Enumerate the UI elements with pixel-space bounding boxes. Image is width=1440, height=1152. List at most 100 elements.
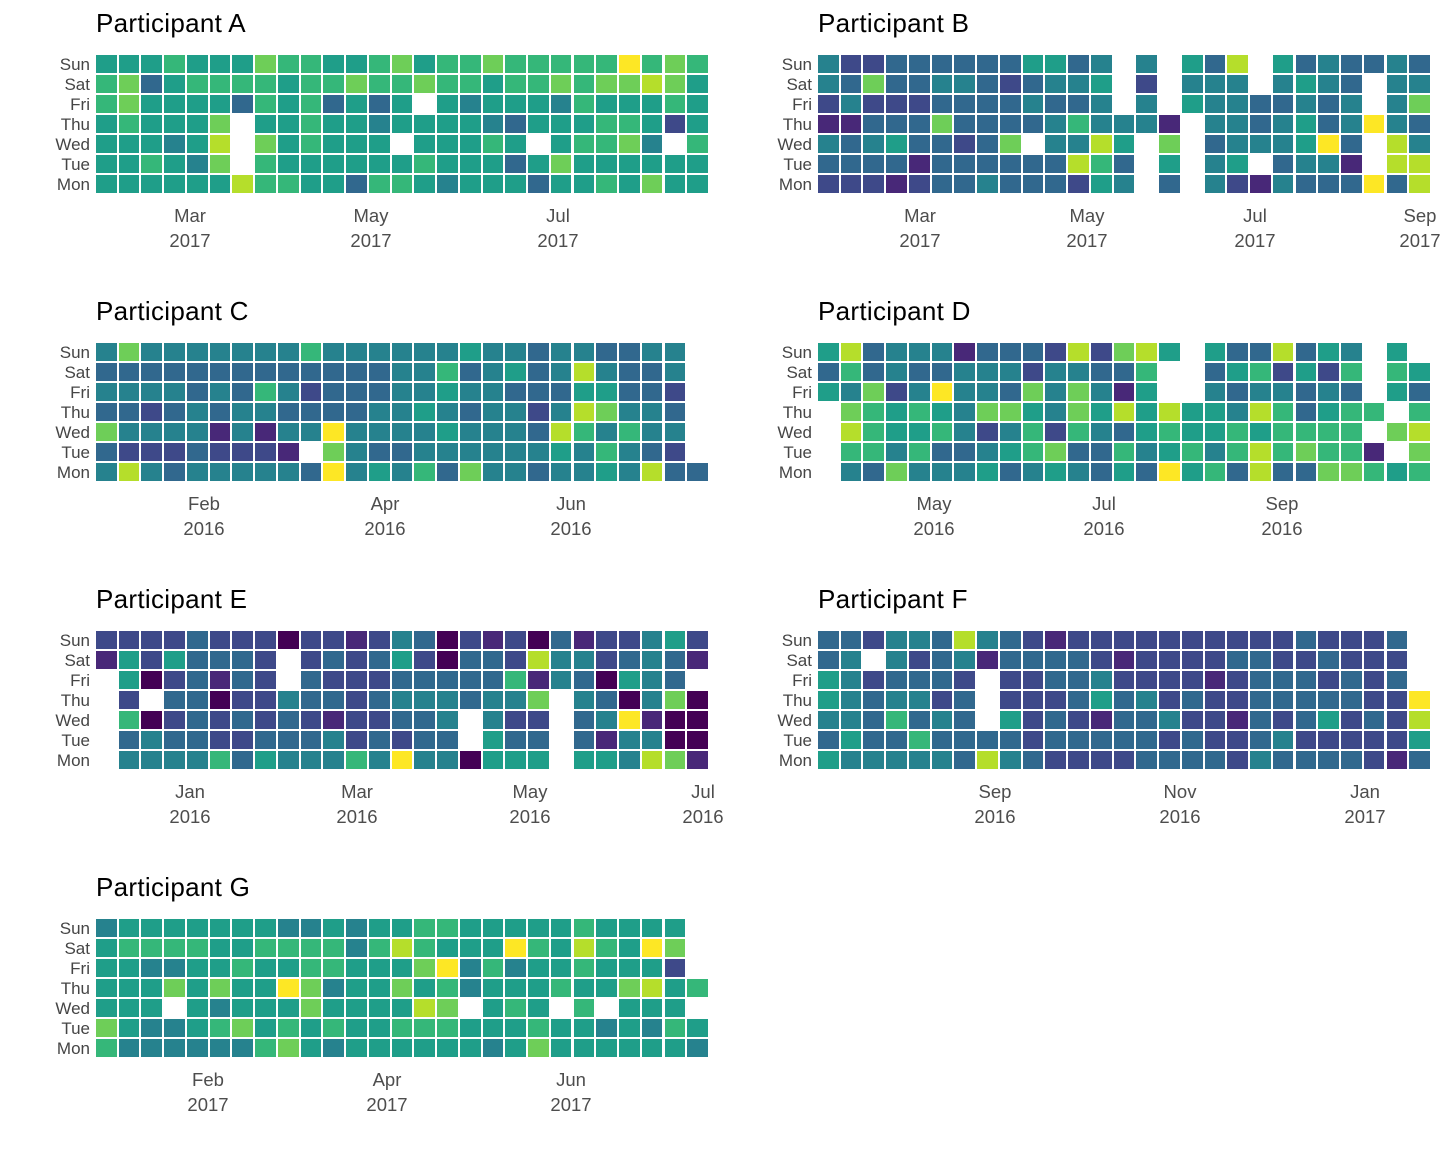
weekday-axis-label: Tue [783,731,812,750]
day-tile [550,423,572,441]
day-tile [619,939,640,957]
day-tile [118,671,140,689]
day-tile [255,343,276,361]
day-tile [141,403,163,421]
day-tile [1341,423,1362,441]
day-tile [1341,671,1362,689]
day-tile [818,711,839,729]
day-tile [118,751,140,769]
day-tile [1386,135,1408,153]
weekday-axis: Sun Sat Fri Thu Wed Tue Mon [32,919,90,1059]
day-tile [528,343,549,361]
day-tile [931,631,953,649]
day-tile [619,443,640,461]
day-tile [550,155,572,173]
day-tile [164,691,185,709]
day-tile [818,651,839,669]
day-tile [437,1039,458,1057]
day-tile [641,999,663,1017]
day-tile [459,1039,481,1057]
weekday-axis-label: Sat [64,75,90,94]
day-tile [118,959,140,977]
day-tile [505,631,526,649]
day-tile [505,75,526,93]
day-tile [999,55,1021,73]
day-tile [863,711,885,729]
day-tile [863,731,885,749]
day-tile [886,631,907,649]
day-tile [954,155,976,173]
day-tile [437,651,458,669]
weekday-axis-label: Sat [786,651,812,670]
day-tile [573,175,595,193]
day-tile [255,75,276,93]
day-tile [209,631,231,649]
day-tile [1045,383,1067,401]
day-tile [186,135,208,153]
day-tile [1272,671,1294,689]
day-tile [1204,403,1226,421]
day-tile [931,651,953,669]
day-tile [573,95,595,113]
day-tile [96,155,117,173]
day-tile [1181,423,1203,441]
day-tile [1272,115,1294,133]
day-tile [186,363,208,381]
day-tile [1318,403,1339,421]
day-tile [323,423,345,441]
day-tile [1068,443,1089,461]
day-tile [596,711,617,729]
day-tile [1136,651,1158,669]
day-tile [1409,135,1430,153]
day-tile [437,403,458,421]
day-tile [96,55,117,73]
day-tile [505,343,526,361]
day-tile [550,959,572,977]
day-tile [346,959,367,977]
day-tile [1295,711,1317,729]
day-tile [573,155,595,173]
day-tile [1159,691,1180,709]
day-tile [528,383,549,401]
day-tile [300,999,322,1017]
day-tile [346,363,367,381]
day-tile [414,75,436,93]
day-tile [255,999,276,1017]
day-tile [1227,175,1248,193]
day-tile [641,75,663,93]
day-tile [1250,115,1271,133]
day-tile [931,383,953,401]
day-tile [619,403,640,421]
day-tile [1159,135,1180,153]
day-tile [459,363,481,381]
day-tile [596,939,617,957]
day-tile [1227,711,1248,729]
day-tile [1386,95,1408,113]
weekday-axis-label: Thu [782,115,812,134]
day-tile [209,999,231,1017]
day-tile [414,631,436,649]
day-tile [1113,631,1135,649]
day-tile [414,463,436,481]
day-tile [141,959,163,977]
day-tile [1204,55,1226,73]
day-tile [482,423,504,441]
day-tile [368,1039,390,1057]
day-tile [1409,95,1430,113]
day-tile [391,383,413,401]
day-tile [164,423,185,441]
day-tile [1272,751,1294,769]
day-tile [300,175,322,193]
weekday-axis-label: Sat [64,363,90,382]
day-tile [300,731,322,749]
day-tile [550,95,572,113]
weekday-axis-label: Tue [783,443,812,462]
day-tile [664,691,686,709]
day-tile [528,363,549,381]
day-tile [1295,95,1317,113]
day-tile [391,979,413,997]
day-tile [528,155,549,173]
day-tile [596,1039,617,1057]
day-tile [391,463,413,481]
day-tile [528,115,549,133]
